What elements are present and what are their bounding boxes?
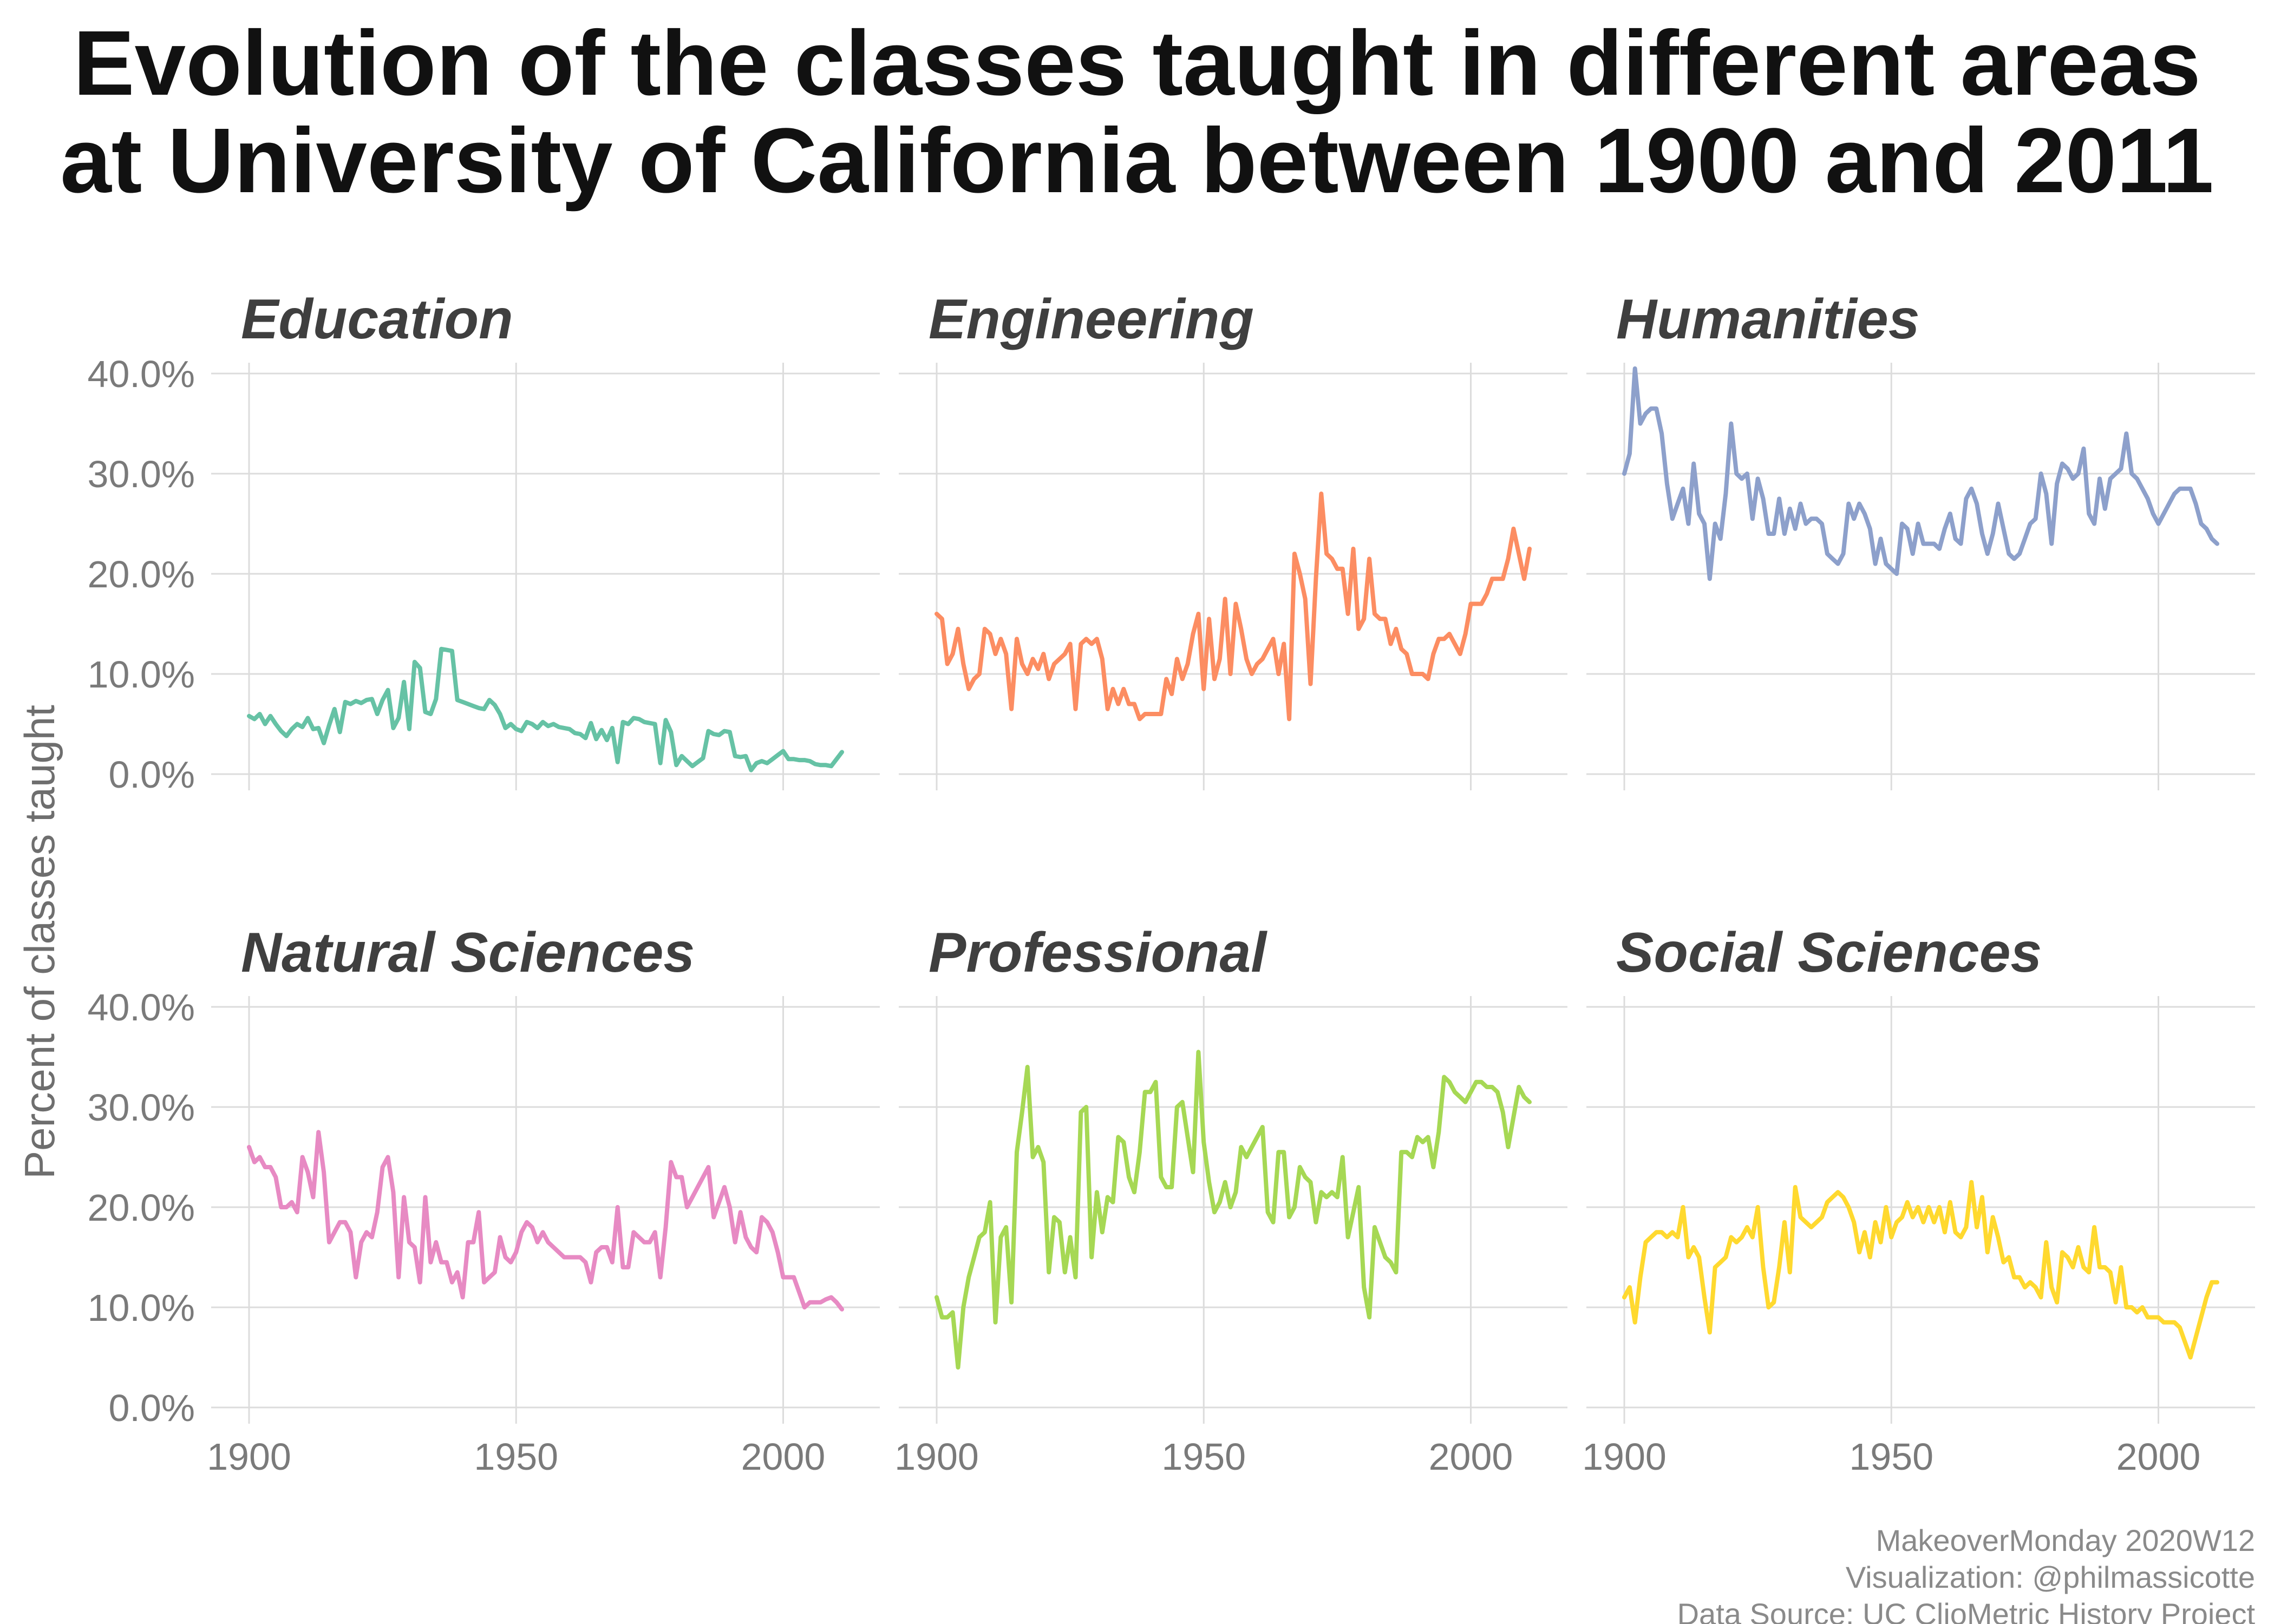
facet-panel: Natural Sciences 0.0% 10.0% 20.0% 30.0% 40.0%… — [88, 921, 880, 1478]
series-line — [935, 492, 1532, 722]
x-tick-label: 1900 — [1582, 1436, 1667, 1478]
x-tick-label: 1900 — [894, 1436, 979, 1478]
x-tick-label: 1950 — [1849, 1436, 1933, 1478]
y-tick-label: 20.0% — [88, 1187, 195, 1229]
series-line — [935, 1050, 1532, 1370]
y-tick-label: 40.0% — [88, 353, 195, 395]
series-line — [247, 1130, 844, 1312]
facet-title: Natural Sciences — [241, 921, 695, 984]
y-tick-label: 40.0% — [88, 986, 195, 1029]
y-tick-label: 10.0% — [88, 1287, 195, 1329]
facet-title: Engineering — [929, 288, 1254, 351]
y-tick-label: 30.0% — [88, 453, 195, 495]
facet-panel: Professional 1900 1950 2000 — [894, 921, 1567, 1478]
caption-line: MakeoverMonday 2020W12 — [1876, 1523, 2255, 1557]
x-tick-label: 2000 — [1429, 1436, 1513, 1478]
x-tick-label: 2000 — [2116, 1436, 2201, 1478]
facet-title: Humanities — [1616, 288, 1920, 351]
facet-title: Social Sciences — [1616, 921, 2042, 984]
y-tick-label: 0.0% — [108, 754, 195, 796]
facet-title: Education — [241, 288, 513, 351]
series-line — [1622, 1180, 2219, 1360]
y-axis-label: Percent of classes taught — [16, 705, 63, 1179]
x-tick-label: 2000 — [741, 1436, 826, 1478]
facet-panel: Social Sciences 1900 1950 2000 — [1582, 921, 2255, 1478]
facet-panel: Engineering — [899, 288, 1567, 790]
facet-panel: Education 0.0% 10.0% 20.0% 30.0% 40.0% — [88, 288, 880, 796]
y-tick-label: 30.0% — [88, 1086, 195, 1129]
x-tick-label: 1900 — [207, 1436, 291, 1478]
facet-panel: Humanities — [1586, 288, 2255, 790]
series-line — [247, 646, 844, 772]
caption-line: Data Source: UC ClioMetric History Proje… — [1677, 1597, 2256, 1624]
series-line — [1622, 366, 2219, 581]
x-tick-label: 1950 — [1161, 1436, 1246, 1478]
y-tick-label: 10.0% — [88, 653, 195, 696]
x-tick-label: 1950 — [474, 1436, 558, 1478]
caption-line: Visualization: @philmassicotte — [1846, 1560, 2255, 1594]
facet-title: Professional — [929, 921, 1267, 984]
y-tick-label: 20.0% — [88, 553, 195, 595]
y-tick-label: 0.0% — [108, 1387, 195, 1429]
facet-grid: Education 0.0% 10.0% 20.0% 30.0% 40.0% Enginee… — [88, 288, 2255, 1478]
chart-title: Evolution of the classes taught in diffe… — [60, 12, 2214, 212]
